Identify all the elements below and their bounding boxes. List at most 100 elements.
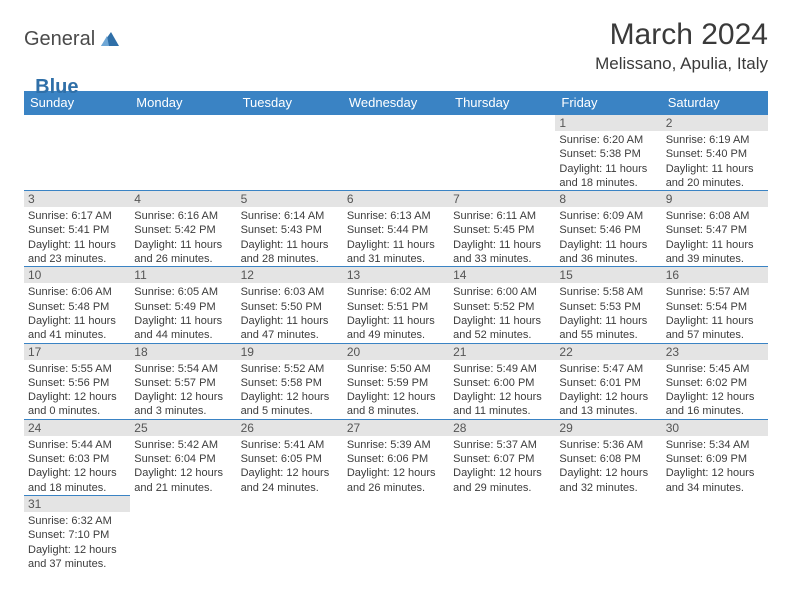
calendar-day-cell: 13Sunrise: 6:02 AMSunset: 5:51 PMDayligh… (343, 267, 449, 343)
day-number: 9 (662, 191, 768, 207)
sunset-text: Sunset: 5:58 PM (241, 376, 339, 390)
sunset-text: Sunset: 5:47 PM (666, 223, 764, 237)
day-info: Sunrise: 5:45 AMSunset: 6:02 PMDaylight:… (662, 360, 768, 419)
day-info: Sunrise: 5:41 AMSunset: 6:05 PMDaylight:… (237, 436, 343, 495)
sunset-text: Sunset: 5:57 PM (134, 376, 232, 390)
daylight-text: Daylight: 11 hours and 49 minutes. (347, 314, 445, 343)
page: General March 2024 Melissano, Apulia, It… (0, 0, 792, 571)
sunset-text: Sunset: 5:51 PM (347, 300, 445, 314)
daylight-text: Daylight: 12 hours and 5 minutes. (241, 390, 339, 419)
daylight-text: Daylight: 12 hours and 0 minutes. (28, 390, 126, 419)
calendar-day-cell: 10Sunrise: 6:06 AMSunset: 5:48 PMDayligh… (24, 267, 130, 343)
sunrise-text: Sunrise: 6:11 AM (453, 209, 551, 223)
calendar-day-cell: 22Sunrise: 5:47 AMSunset: 6:01 PMDayligh… (555, 343, 661, 419)
day-number: 6 (343, 191, 449, 207)
calendar-day-cell: 2Sunrise: 6:19 AMSunset: 5:40 PMDaylight… (662, 115, 768, 191)
day-number: 26 (237, 420, 343, 436)
calendar-day-cell: 16Sunrise: 5:57 AMSunset: 5:54 PMDayligh… (662, 267, 768, 343)
day-number: 11 (130, 267, 236, 283)
day-info: Sunrise: 5:39 AMSunset: 6:06 PMDaylight:… (343, 436, 449, 495)
sunrise-text: Sunrise: 5:57 AM (666, 285, 764, 299)
sunset-text: Sunset: 6:00 PM (453, 376, 551, 390)
sunrise-text: Sunrise: 5:54 AM (134, 362, 232, 376)
sunset-text: Sunset: 5:52 PM (453, 300, 551, 314)
daylight-text: Daylight: 11 hours and 20 minutes. (666, 162, 764, 191)
calendar-day-cell: 20Sunrise: 5:50 AMSunset: 5:59 PMDayligh… (343, 343, 449, 419)
logo-text-blue: Blue (35, 76, 78, 99)
day-number: 5 (237, 191, 343, 207)
daylight-text: Daylight: 12 hours and 21 minutes. (134, 466, 232, 495)
sunrise-text: Sunrise: 6:06 AM (28, 285, 126, 299)
calendar-day-cell: 21Sunrise: 5:49 AMSunset: 6:00 PMDayligh… (449, 343, 555, 419)
weekday-header: Monday (130, 91, 236, 115)
daylight-text: Daylight: 12 hours and 18 minutes. (28, 466, 126, 495)
sunset-text: Sunset: 5:41 PM (28, 223, 126, 237)
day-info: Sunrise: 6:13 AMSunset: 5:44 PMDaylight:… (343, 207, 449, 266)
day-number: 4 (130, 191, 236, 207)
calendar-day-cell: 1Sunrise: 6:20 AMSunset: 5:38 PMDaylight… (555, 115, 661, 191)
day-info: Sunrise: 6:06 AMSunset: 5:48 PMDaylight:… (24, 283, 130, 342)
calendar-table: Sunday Monday Tuesday Wednesday Thursday… (24, 91, 768, 571)
day-number: 27 (343, 420, 449, 436)
header-right: March 2024 Melissano, Apulia, Italy (595, 18, 768, 74)
daylight-text: Daylight: 12 hours and 3 minutes. (134, 390, 232, 419)
calendar-day-cell (130, 115, 236, 191)
calendar-week-row: 1Sunrise: 6:20 AMSunset: 5:38 PMDaylight… (24, 115, 768, 191)
day-number: 1 (555, 115, 661, 131)
calendar-day-cell: 25Sunrise: 5:42 AMSunset: 6:04 PMDayligh… (130, 419, 236, 495)
day-info: Sunrise: 6:02 AMSunset: 5:51 PMDaylight:… (343, 283, 449, 342)
sunset-text: Sunset: 5:42 PM (134, 223, 232, 237)
daylight-text: Daylight: 12 hours and 11 minutes. (453, 390, 551, 419)
sunset-text: Sunset: 5:50 PM (241, 300, 339, 314)
day-info: Sunrise: 6:14 AMSunset: 5:43 PMDaylight:… (237, 207, 343, 266)
day-number: 29 (555, 420, 661, 436)
sunrise-text: Sunrise: 5:50 AM (347, 362, 445, 376)
sunrise-text: Sunrise: 5:45 AM (666, 362, 764, 376)
day-info: Sunrise: 6:03 AMSunset: 5:50 PMDaylight:… (237, 283, 343, 342)
day-info: Sunrise: 5:58 AMSunset: 5:53 PMDaylight:… (555, 283, 661, 342)
day-number: 16 (662, 267, 768, 283)
day-info: Sunrise: 5:37 AMSunset: 6:07 PMDaylight:… (449, 436, 555, 495)
daylight-text: Daylight: 12 hours and 34 minutes. (666, 466, 764, 495)
sunrise-text: Sunrise: 6:14 AM (241, 209, 339, 223)
calendar-day-cell: 24Sunrise: 5:44 AMSunset: 6:03 PMDayligh… (24, 419, 130, 495)
calendar-day-cell: 28Sunrise: 5:37 AMSunset: 6:07 PMDayligh… (449, 419, 555, 495)
calendar-day-cell: 8Sunrise: 6:09 AMSunset: 5:46 PMDaylight… (555, 191, 661, 267)
sunrise-text: Sunrise: 5:39 AM (347, 438, 445, 452)
sunset-text: Sunset: 6:08 PM (559, 452, 657, 466)
day-number: 10 (24, 267, 130, 283)
calendar-day-cell: 27Sunrise: 5:39 AMSunset: 6:06 PMDayligh… (343, 419, 449, 495)
calendar-day-cell (343, 115, 449, 191)
daylight-text: Daylight: 12 hours and 29 minutes. (453, 466, 551, 495)
calendar-day-cell (237, 495, 343, 571)
calendar-week-row: 17Sunrise: 5:55 AMSunset: 5:56 PMDayligh… (24, 343, 768, 419)
sunrise-text: Sunrise: 5:37 AM (453, 438, 551, 452)
daylight-text: Daylight: 12 hours and 8 minutes. (347, 390, 445, 419)
calendar-day-cell: 3Sunrise: 6:17 AMSunset: 5:41 PMDaylight… (24, 191, 130, 267)
day-info: Sunrise: 5:47 AMSunset: 6:01 PMDaylight:… (555, 360, 661, 419)
weekday-header: Saturday (662, 91, 768, 115)
sunrise-text: Sunrise: 6:16 AM (134, 209, 232, 223)
sunrise-text: Sunrise: 5:36 AM (559, 438, 657, 452)
calendar-day-cell: 9Sunrise: 6:08 AMSunset: 5:47 PMDaylight… (662, 191, 768, 267)
calendar-week-row: 3Sunrise: 6:17 AMSunset: 5:41 PMDaylight… (24, 191, 768, 267)
sunrise-text: Sunrise: 6:20 AM (559, 133, 657, 147)
calendar-day-cell: 31Sunrise: 6:32 AMSunset: 7:10 PMDayligh… (24, 495, 130, 571)
sunset-text: Sunset: 5:49 PM (134, 300, 232, 314)
day-info: Sunrise: 6:17 AMSunset: 5:41 PMDaylight:… (24, 207, 130, 266)
daylight-text: Daylight: 11 hours and 31 minutes. (347, 238, 445, 267)
day-info: Sunrise: 6:19 AMSunset: 5:40 PMDaylight:… (662, 131, 768, 190)
calendar-day-cell: 23Sunrise: 5:45 AMSunset: 6:02 PMDayligh… (662, 343, 768, 419)
sunrise-text: Sunrise: 5:49 AM (453, 362, 551, 376)
sunset-text: Sunset: 5:54 PM (666, 300, 764, 314)
calendar-day-cell (449, 495, 555, 571)
day-number: 24 (24, 420, 130, 436)
day-number: 25 (130, 420, 236, 436)
calendar-day-cell (343, 495, 449, 571)
day-number: 13 (343, 267, 449, 283)
calendar-day-cell: 6Sunrise: 6:13 AMSunset: 5:44 PMDaylight… (343, 191, 449, 267)
calendar-day-cell: 11Sunrise: 6:05 AMSunset: 5:49 PMDayligh… (130, 267, 236, 343)
daylight-text: Daylight: 11 hours and 33 minutes. (453, 238, 551, 267)
weekday-header: Friday (555, 91, 661, 115)
sunrise-text: Sunrise: 5:55 AM (28, 362, 126, 376)
